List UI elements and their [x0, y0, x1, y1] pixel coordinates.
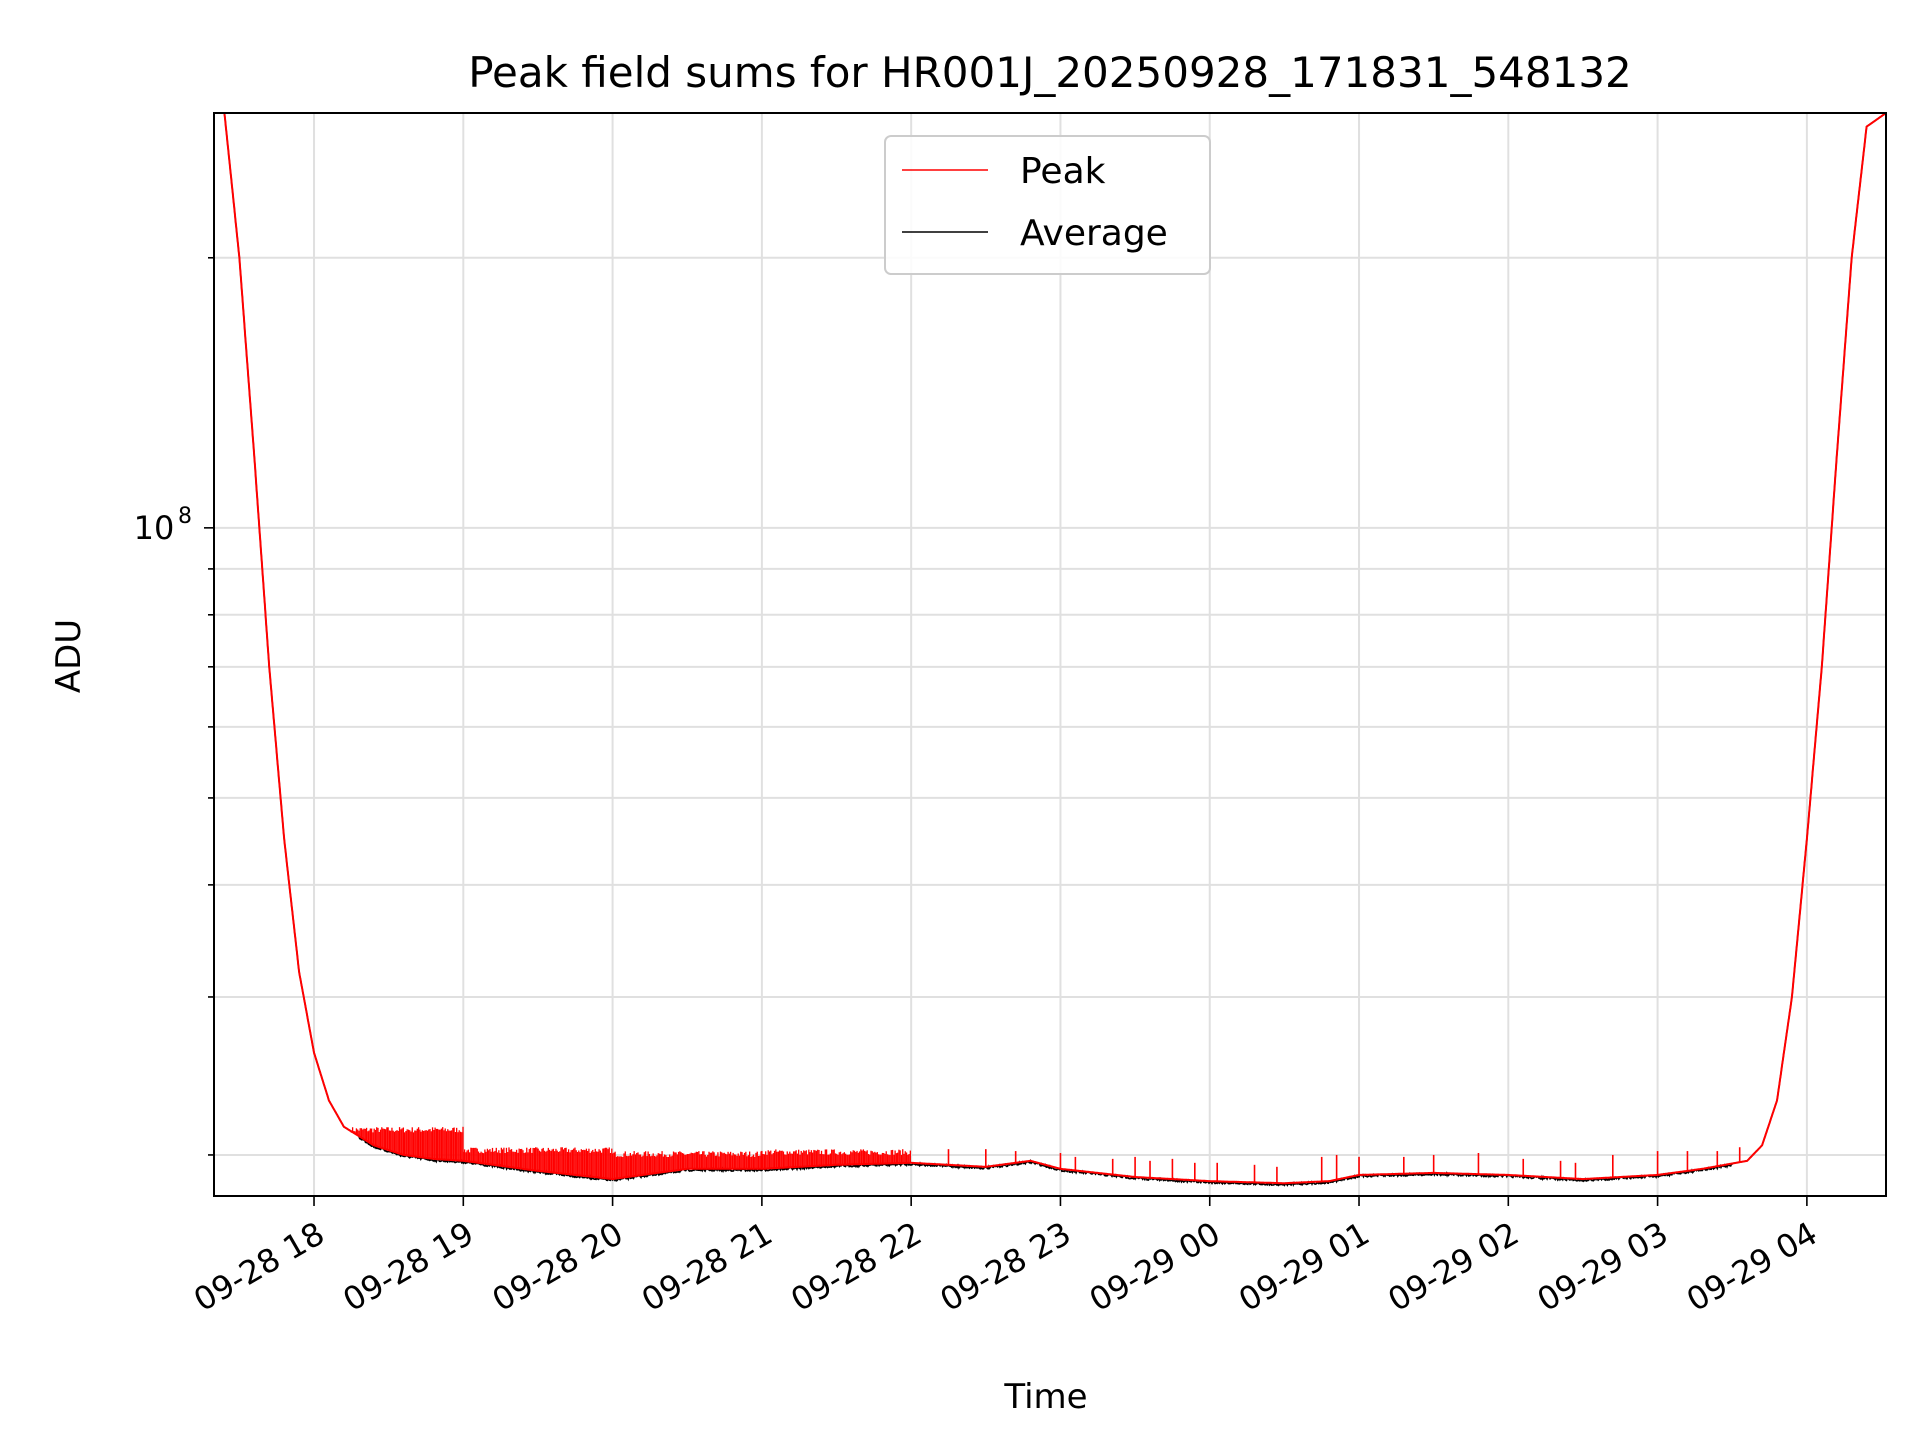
plot-frame — [213, 112, 1887, 1197]
legend-label-average: Average — [1020, 213, 1168, 254]
peak-series-layer — [214, 112, 1887, 1185]
x-axis-label: Time — [1003, 1377, 1087, 1417]
chart-title: Peak field sums for HR001J_20250928_1718… — [468, 48, 1632, 97]
y-axis-label: ADU — [49, 619, 89, 693]
gridlines — [214, 113, 1886, 1196]
legend-label-peak: Peak — [1020, 151, 1106, 192]
legend: Peak Average — [884, 135, 1211, 275]
peak-line — [214, 112, 1887, 1185]
y-tick-label-exponent: 8 — [178, 504, 192, 529]
y-axis-ticks: 10 8 — [134, 256, 214, 1156]
y-tick-label: 10 — [134, 509, 175, 547]
